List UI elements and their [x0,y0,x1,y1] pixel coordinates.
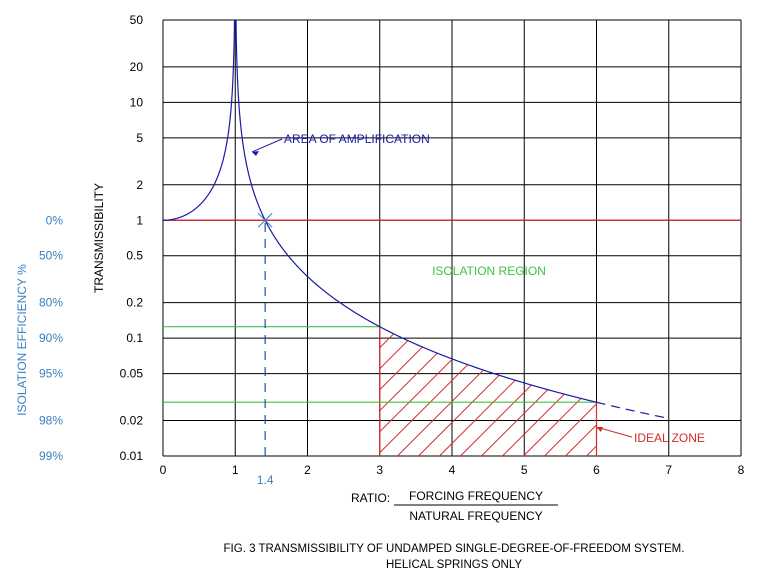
y-tick-0.05: 0.05 [120,367,144,381]
efficiency-tick-98%: 98% [39,414,63,428]
efficiency-tick-80%: 80% [39,296,63,310]
y-axis-label: TRANSMISSIBILITY [92,183,106,293]
ideal-zone-label: IDEAL ZONE [634,431,705,445]
amplification-label: AREA OF AMPLIFICATION [284,132,430,146]
curve-clip-group [163,20,669,420]
efficiency-axis-label: ISOLATION EFFICIENCY % [15,264,29,416]
curve-isolation-falling [235,20,597,403]
efficiency-tick-90%: 90% [39,331,63,345]
y-tick-labels: 50 20 10 5 2 1 0.5 0.2 0.1 0.05 0.02 0.01 [120,13,144,463]
chart-title: FIG. 3 TRANSMISSIBILITY OF UNDAMPED SING… [224,543,685,555]
y-tick-20: 20 [130,60,144,74]
isolation-region-label: ISOLATION REGION [432,264,546,278]
hatch-line [544,326,597,456]
y-tick-1: 1 [136,213,143,227]
x-axis-label-numerator: FORCING FREQUENCY [409,489,543,503]
ideal-zone-arrowhead [596,427,603,432]
transmissibility-curve: 1.4 [163,20,669,487]
y-tick-50: 50 [130,13,144,27]
hatch-line [502,326,597,456]
crossover-marker-b [257,212,273,228]
chart-subtitle: HELICAL SPRINGS ONLY [386,559,522,571]
x-tick-1: 1 [232,463,239,477]
hatch-line [565,326,597,456]
y-tick-0.1: 0.1 [126,331,143,345]
hatch-line [379,326,401,456]
efficiency-tick-50%: 50% [39,249,63,263]
x-axis-label-denominator: NATURAL FREQUENCY [409,509,542,523]
efficiency-tick-0%: 0% [46,213,64,227]
annotations: AREA OF AMPLIFICATION ISOLATION REGION IDE… [251,132,705,445]
grid-lines [162,19,742,457]
amplification-arrowhead [252,151,259,156]
x-tick-labels: 0 1 2 3 4 5 6 7 8 [160,463,745,477]
x-tick-3: 3 [376,463,383,477]
y-tick-2: 2 [136,178,143,192]
reference-lines [163,219,741,456]
curve-resonance-rising [163,20,236,221]
efficiency-tick-99%: 99% [39,449,63,463]
x-tick-0: 0 [160,463,167,477]
y-tick-10: 10 [130,95,144,109]
x-tick-2: 2 [304,463,311,477]
y-tick-0.01: 0.01 [120,449,144,463]
efficiency-tick-95%: 95% [39,367,63,381]
x-tick-5: 5 [521,463,528,477]
hatch-line [481,326,597,456]
hatch-line [523,326,597,456]
x-tick-7: 7 [665,463,672,477]
x-tick-6: 6 [593,463,600,477]
y-tick-5: 5 [136,131,143,145]
x-tick-8: 8 [738,463,745,477]
crossover-label: 1.4 [257,473,274,487]
x-tick-4: 4 [449,463,456,477]
amplification-pointer [251,138,283,153]
x-axis-label-prefix: RATIO: [351,491,390,505]
curve-dashed-extension [596,401,669,420]
y-tick-0.5: 0.5 [126,249,143,263]
y-tick-0.2: 0.2 [126,296,143,310]
y-tick-0.02: 0.02 [120,414,144,428]
efficiency-tick-labels: 0% 50% 80% 90% 95% 98% 99% [39,213,63,463]
